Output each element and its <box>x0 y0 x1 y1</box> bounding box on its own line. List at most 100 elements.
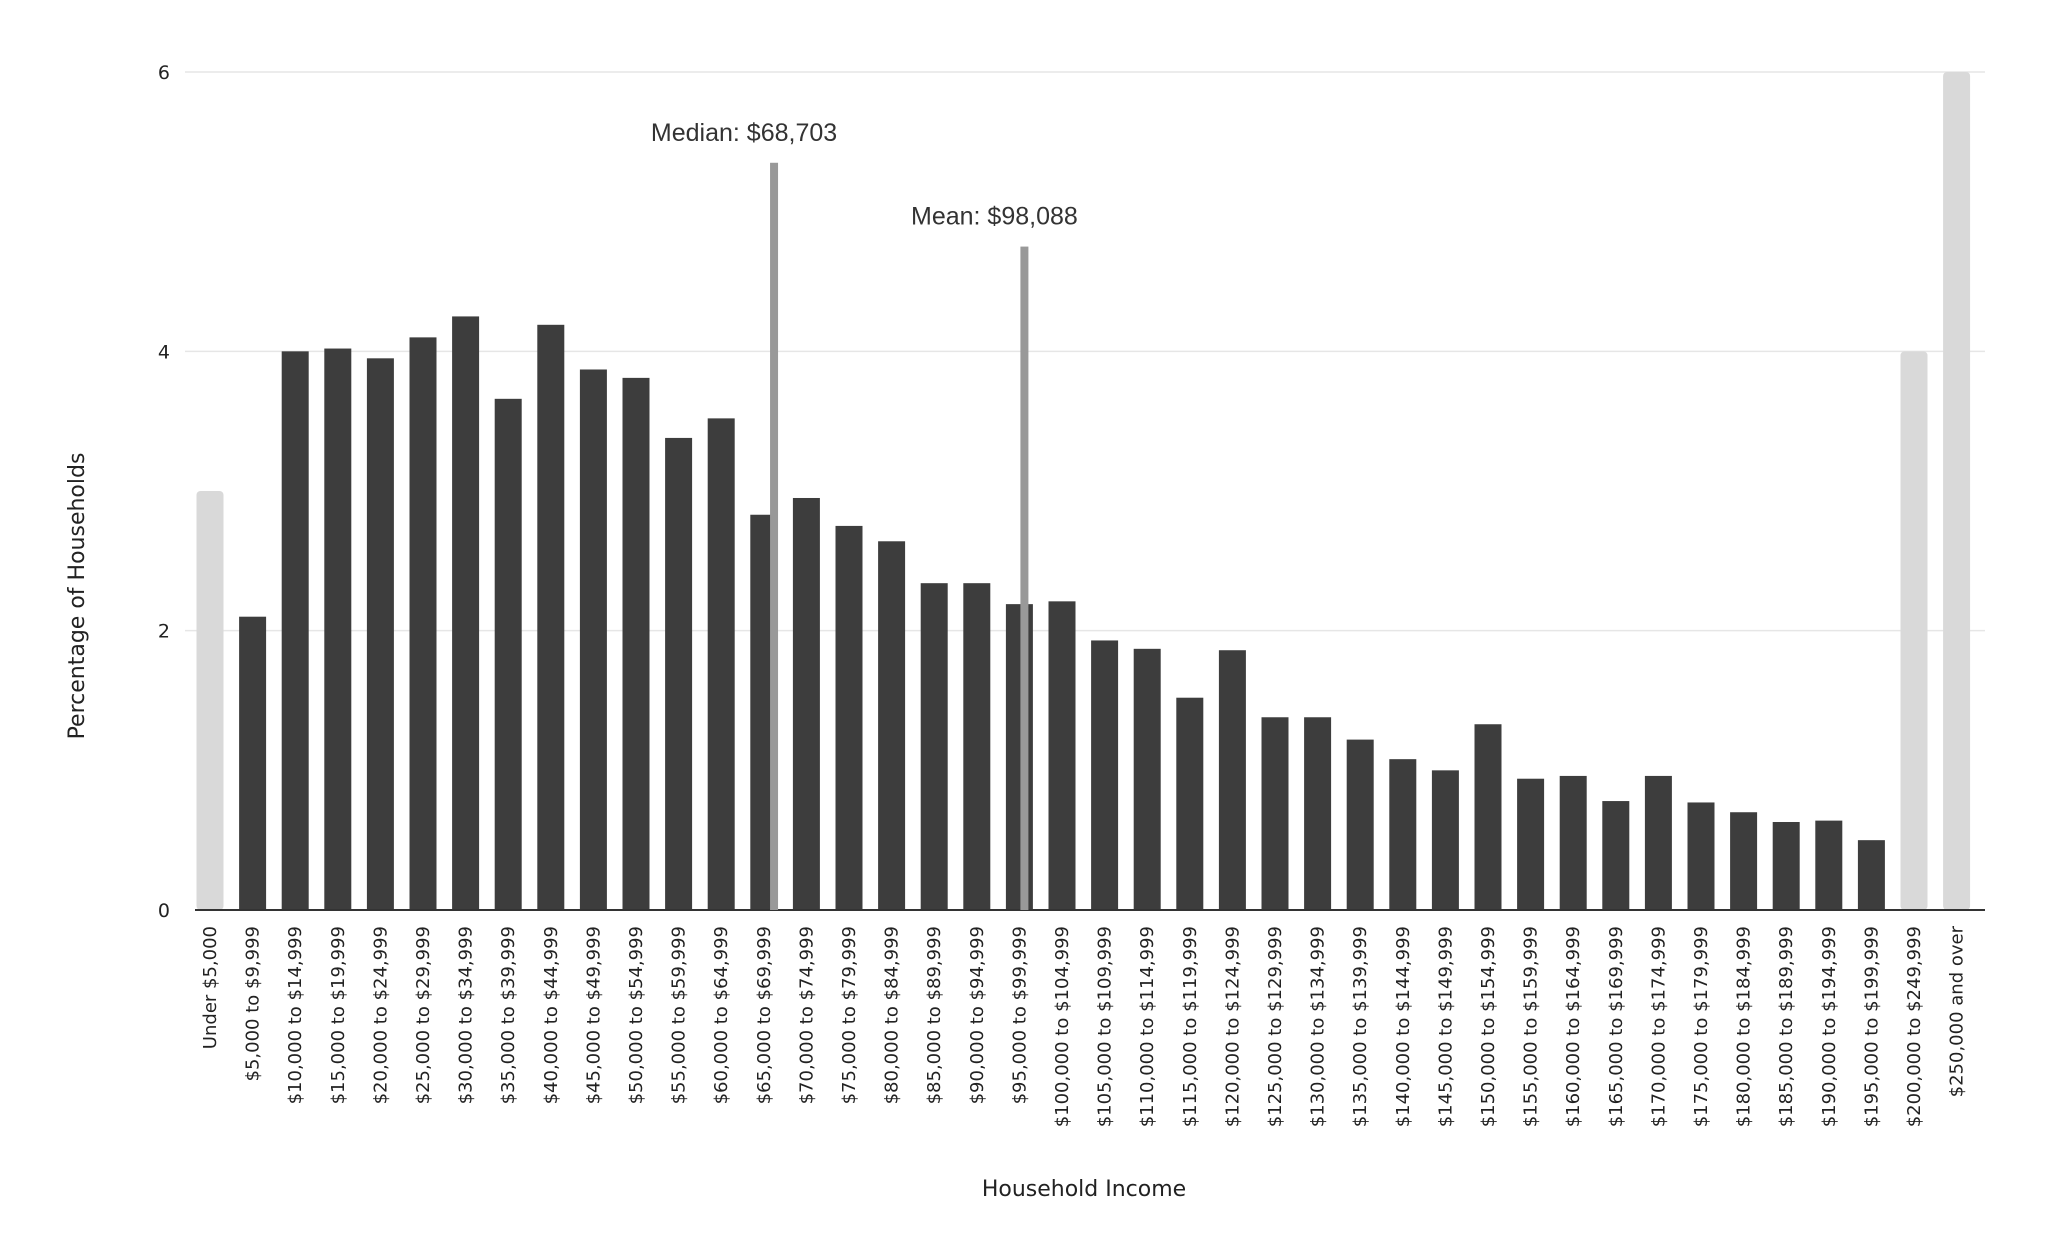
x-tick-label: $180,000 to $184,999 <box>1734 926 1755 1127</box>
x-tick-label: $95,000 to $99,999 <box>1009 926 1030 1104</box>
x-tick-label: $195,000 to $199,999 <box>1861 926 1882 1127</box>
bar <box>1474 724 1502 910</box>
bar <box>920 583 948 910</box>
x-tick-label: $140,000 to $144,999 <box>1393 926 1414 1127</box>
y-tick-label: 4 <box>158 341 170 363</box>
bar <box>1133 648 1161 910</box>
x-tick-label: $80,000 to $84,999 <box>882 926 903 1104</box>
bar <box>537 324 565 911</box>
x-axis-category-labels: Under $5,000 $5,000 to $9,999 $10,000 to $… <box>200 925 1968 1127</box>
x-tick-label: $40,000 to $44,999 <box>541 926 562 1104</box>
x-tick-label: $160,000 to $164,999 <box>1563 926 1584 1127</box>
annotation-marker <box>1020 246 1029 911</box>
bar <box>1218 650 1246 910</box>
bar <box>1176 697 1204 910</box>
bar <box>622 377 650 910</box>
bar <box>792 497 820 910</box>
x-tick-label: $185,000 to $189,999 <box>1776 926 1797 1127</box>
x-tick-label: $125,000 to $129,999 <box>1265 926 1286 1127</box>
x-tick-label: $200,000 to $249,999 <box>1904 926 1925 1127</box>
bar <box>835 525 863 910</box>
x-tick-label: $115,000 to $119,999 <box>1180 926 1201 1127</box>
bar <box>665 437 693 910</box>
gridlines <box>185 71 1985 632</box>
bar <box>1772 822 1800 910</box>
x-tick-label: $175,000 to $179,999 <box>1691 926 1712 1127</box>
x-tick-label: Under $5,000 <box>200 926 221 1049</box>
x-tick-label: $190,000 to $194,999 <box>1819 926 1840 1127</box>
bar <box>1559 775 1587 910</box>
x-tick-label: $170,000 to $174,999 <box>1648 926 1669 1127</box>
bar <box>1730 812 1758 910</box>
x-tick-label: $15,000 to $19,999 <box>328 926 349 1104</box>
x-tick-label: $110,000 to $114,999 <box>1137 926 1158 1127</box>
bar <box>324 348 352 910</box>
y-axis-title: Percentage of Households <box>65 453 90 740</box>
x-tick-label: $30,000 to $34,999 <box>456 926 477 1104</box>
bar <box>1517 778 1545 910</box>
x-tick-label: $60,000 to $64,999 <box>711 926 732 1104</box>
x-tick-label: $25,000 to $29,999 <box>413 926 434 1104</box>
x-tick-label: $120,000 to $124,999 <box>1222 926 1243 1127</box>
bar <box>409 337 437 910</box>
bar <box>1304 717 1332 910</box>
bar <box>1602 801 1630 910</box>
bar <box>281 351 309 910</box>
bar <box>1091 640 1119 910</box>
bar <box>1346 739 1374 910</box>
bar <box>452 316 480 911</box>
x-tick-label: $100,000 to $104,999 <box>1052 926 1073 1127</box>
bar <box>1431 770 1459 910</box>
x-tick-label: $5,000 to $9,999 <box>243 926 264 1081</box>
x-tick-label: $45,000 to $49,999 <box>583 926 604 1104</box>
bar <box>707 418 735 910</box>
y-tick-label: 0 <box>158 900 170 922</box>
highlighted-bar <box>196 491 224 910</box>
x-tick-label: $250,000 and over <box>1947 925 1968 1097</box>
x-tick-label: $35,000 to $39,999 <box>498 926 519 1104</box>
x-tick-label: $150,000 to $154,999 <box>1478 926 1499 1127</box>
x-tick-label: $85,000 to $89,999 <box>924 926 945 1104</box>
bar <box>1815 820 1843 910</box>
bar <box>963 583 991 910</box>
x-tick-label: $10,000 to $14,999 <box>285 926 306 1104</box>
bar <box>1857 840 1885 910</box>
x-axis-title: Household Income <box>982 1177 1186 1202</box>
x-tick-label: $130,000 to $134,999 <box>1308 926 1329 1127</box>
bar <box>878 541 906 910</box>
bar <box>1261 717 1289 910</box>
bar <box>1048 601 1076 910</box>
bar <box>579 369 607 910</box>
y-tick-label: 6 <box>158 62 170 84</box>
x-tick-label: $50,000 to $54,999 <box>626 926 647 1104</box>
x-tick-label: $75,000 to $79,999 <box>839 926 860 1104</box>
bar <box>1389 759 1417 910</box>
x-tick-label: $65,000 to $69,999 <box>754 926 775 1104</box>
bar <box>1687 802 1715 910</box>
x-tick-label: $135,000 to $139,999 <box>1350 926 1371 1127</box>
bar <box>366 358 394 911</box>
bar <box>1644 775 1672 910</box>
annotation-marker <box>770 162 779 911</box>
x-tick-label: $20,000 to $24,999 <box>370 926 391 1104</box>
annotations: Median: $68,703 Mean: $98,088 <box>651 119 1078 911</box>
x-tick-label: $145,000 to $149,999 <box>1435 926 1456 1127</box>
x-tick-label: $155,000 to $159,999 <box>1521 926 1542 1127</box>
x-tick-label: $55,000 to $59,999 <box>669 926 690 1104</box>
annotation-label: Mean: $98,088 <box>911 203 1078 231</box>
x-tick-label: $70,000 to $74,999 <box>796 926 817 1104</box>
y-axis-ticks: 0 2 4 6 <box>158 62 170 922</box>
highlighted-bar <box>1900 351 1928 910</box>
highlighted-bar <box>1943 72 1971 910</box>
y-tick-label: 2 <box>158 621 170 643</box>
bar <box>1005 604 1033 910</box>
x-tick-label: $105,000 to $109,999 <box>1095 926 1116 1127</box>
annotation-label: Median: $68,703 <box>651 119 837 147</box>
x-tick-label: $90,000 to $94,999 <box>967 926 988 1104</box>
bar <box>239 616 267 910</box>
bar <box>494 398 522 910</box>
bars <box>196 72 1971 911</box>
x-tick-label: $165,000 to $169,999 <box>1606 926 1627 1127</box>
